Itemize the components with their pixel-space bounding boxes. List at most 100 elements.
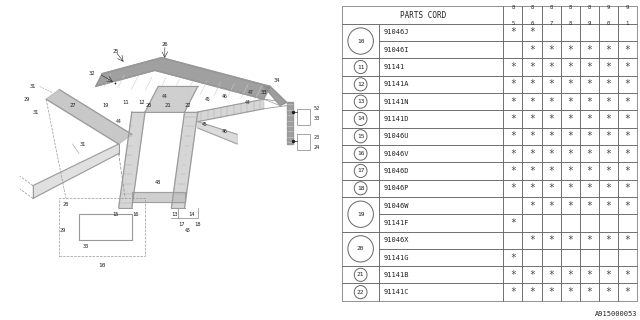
Text: *: *: [548, 79, 554, 89]
Text: *: *: [586, 287, 592, 297]
Text: *: *: [529, 166, 535, 176]
Text: 11: 11: [122, 100, 129, 105]
Text: 24: 24: [314, 145, 319, 150]
Text: 28: 28: [63, 202, 69, 207]
Text: 9: 9: [626, 4, 629, 10]
Text: 18: 18: [357, 186, 364, 191]
Text: 33: 33: [314, 116, 319, 121]
Text: *: *: [567, 166, 573, 176]
Text: 91046J: 91046J: [384, 29, 410, 36]
Text: 46: 46: [221, 129, 227, 134]
Text: 17: 17: [178, 221, 184, 227]
Text: *: *: [625, 270, 630, 280]
Text: 29: 29: [23, 97, 29, 102]
Text: 8: 8: [511, 4, 515, 10]
Text: *: *: [548, 235, 554, 245]
Text: 20: 20: [357, 246, 364, 251]
Text: 9: 9: [607, 4, 610, 10]
Text: *: *: [548, 166, 554, 176]
Polygon shape: [46, 90, 132, 144]
Text: 10: 10: [357, 38, 364, 44]
Text: 31: 31: [33, 109, 40, 115]
Text: 47: 47: [248, 90, 253, 95]
Text: *: *: [605, 148, 611, 159]
Polygon shape: [118, 112, 145, 208]
Text: 48: 48: [155, 180, 161, 185]
Text: 91046D: 91046D: [384, 168, 410, 174]
Text: *: *: [605, 114, 611, 124]
Text: 34: 34: [274, 77, 280, 83]
Text: 16: 16: [132, 212, 138, 217]
Text: 8: 8: [550, 4, 553, 10]
Text: 0: 0: [607, 20, 610, 26]
Text: *: *: [625, 79, 630, 89]
Text: 44: 44: [162, 93, 168, 99]
Text: 32: 32: [89, 71, 95, 76]
Text: *: *: [567, 201, 573, 211]
Text: 18: 18: [195, 221, 201, 227]
Text: *: *: [529, 131, 535, 141]
Polygon shape: [95, 58, 270, 99]
Text: 91141A: 91141A: [384, 81, 410, 87]
Text: 91141G: 91141G: [384, 254, 410, 260]
Text: 19: 19: [357, 212, 364, 217]
Text: *: *: [586, 270, 592, 280]
Text: 14: 14: [357, 116, 364, 122]
Text: *: *: [605, 62, 611, 72]
Text: 27: 27: [69, 103, 76, 108]
Text: *: *: [529, 45, 535, 55]
Text: *: *: [529, 148, 535, 159]
Text: *: *: [510, 62, 516, 72]
Text: *: *: [605, 79, 611, 89]
Text: *: *: [586, 131, 592, 141]
Text: *: *: [510, 131, 516, 141]
Text: *: *: [510, 79, 516, 89]
Text: *: *: [529, 201, 535, 211]
Text: 46: 46: [221, 93, 227, 99]
Text: *: *: [586, 62, 592, 72]
Text: 29: 29: [60, 228, 66, 233]
Text: *: *: [586, 235, 592, 245]
Text: *: *: [529, 235, 535, 245]
Text: 11: 11: [357, 65, 364, 69]
Text: *: *: [586, 97, 592, 107]
Text: 14: 14: [188, 212, 195, 217]
Text: *: *: [510, 287, 516, 297]
Polygon shape: [172, 112, 198, 208]
Text: *: *: [529, 183, 535, 193]
Text: *: *: [605, 131, 611, 141]
Text: 91046I: 91046I: [384, 47, 410, 53]
Text: 8: 8: [568, 20, 572, 26]
Text: 91046X: 91046X: [384, 237, 410, 243]
Text: *: *: [567, 148, 573, 159]
Text: *: *: [625, 235, 630, 245]
Text: *: *: [548, 270, 554, 280]
Text: 13: 13: [172, 212, 178, 217]
Text: *: *: [548, 201, 554, 211]
Text: *: *: [605, 270, 611, 280]
Text: *: *: [625, 97, 630, 107]
Text: *: *: [548, 183, 554, 193]
Text: 91141F: 91141F: [384, 220, 410, 226]
Text: 13: 13: [357, 99, 364, 104]
Text: 1: 1: [626, 20, 629, 26]
Text: 15: 15: [112, 212, 118, 217]
Text: *: *: [605, 201, 611, 211]
Text: *: *: [510, 114, 516, 124]
Text: 91141: 91141: [384, 64, 405, 70]
Text: *: *: [567, 45, 573, 55]
Text: *: *: [605, 287, 611, 297]
Text: 45: 45: [205, 97, 211, 102]
Text: *: *: [529, 287, 535, 297]
Text: *: *: [510, 183, 516, 193]
Text: *: *: [510, 28, 516, 37]
Text: 91141N: 91141N: [384, 99, 410, 105]
Text: *: *: [625, 148, 630, 159]
Text: *: *: [529, 270, 535, 280]
Text: *: *: [605, 183, 611, 193]
Text: *: *: [567, 287, 573, 297]
Text: *: *: [529, 97, 535, 107]
Text: PARTS CORD: PARTS CORD: [399, 11, 446, 20]
Text: 10: 10: [99, 263, 106, 268]
Text: 7: 7: [550, 20, 553, 26]
